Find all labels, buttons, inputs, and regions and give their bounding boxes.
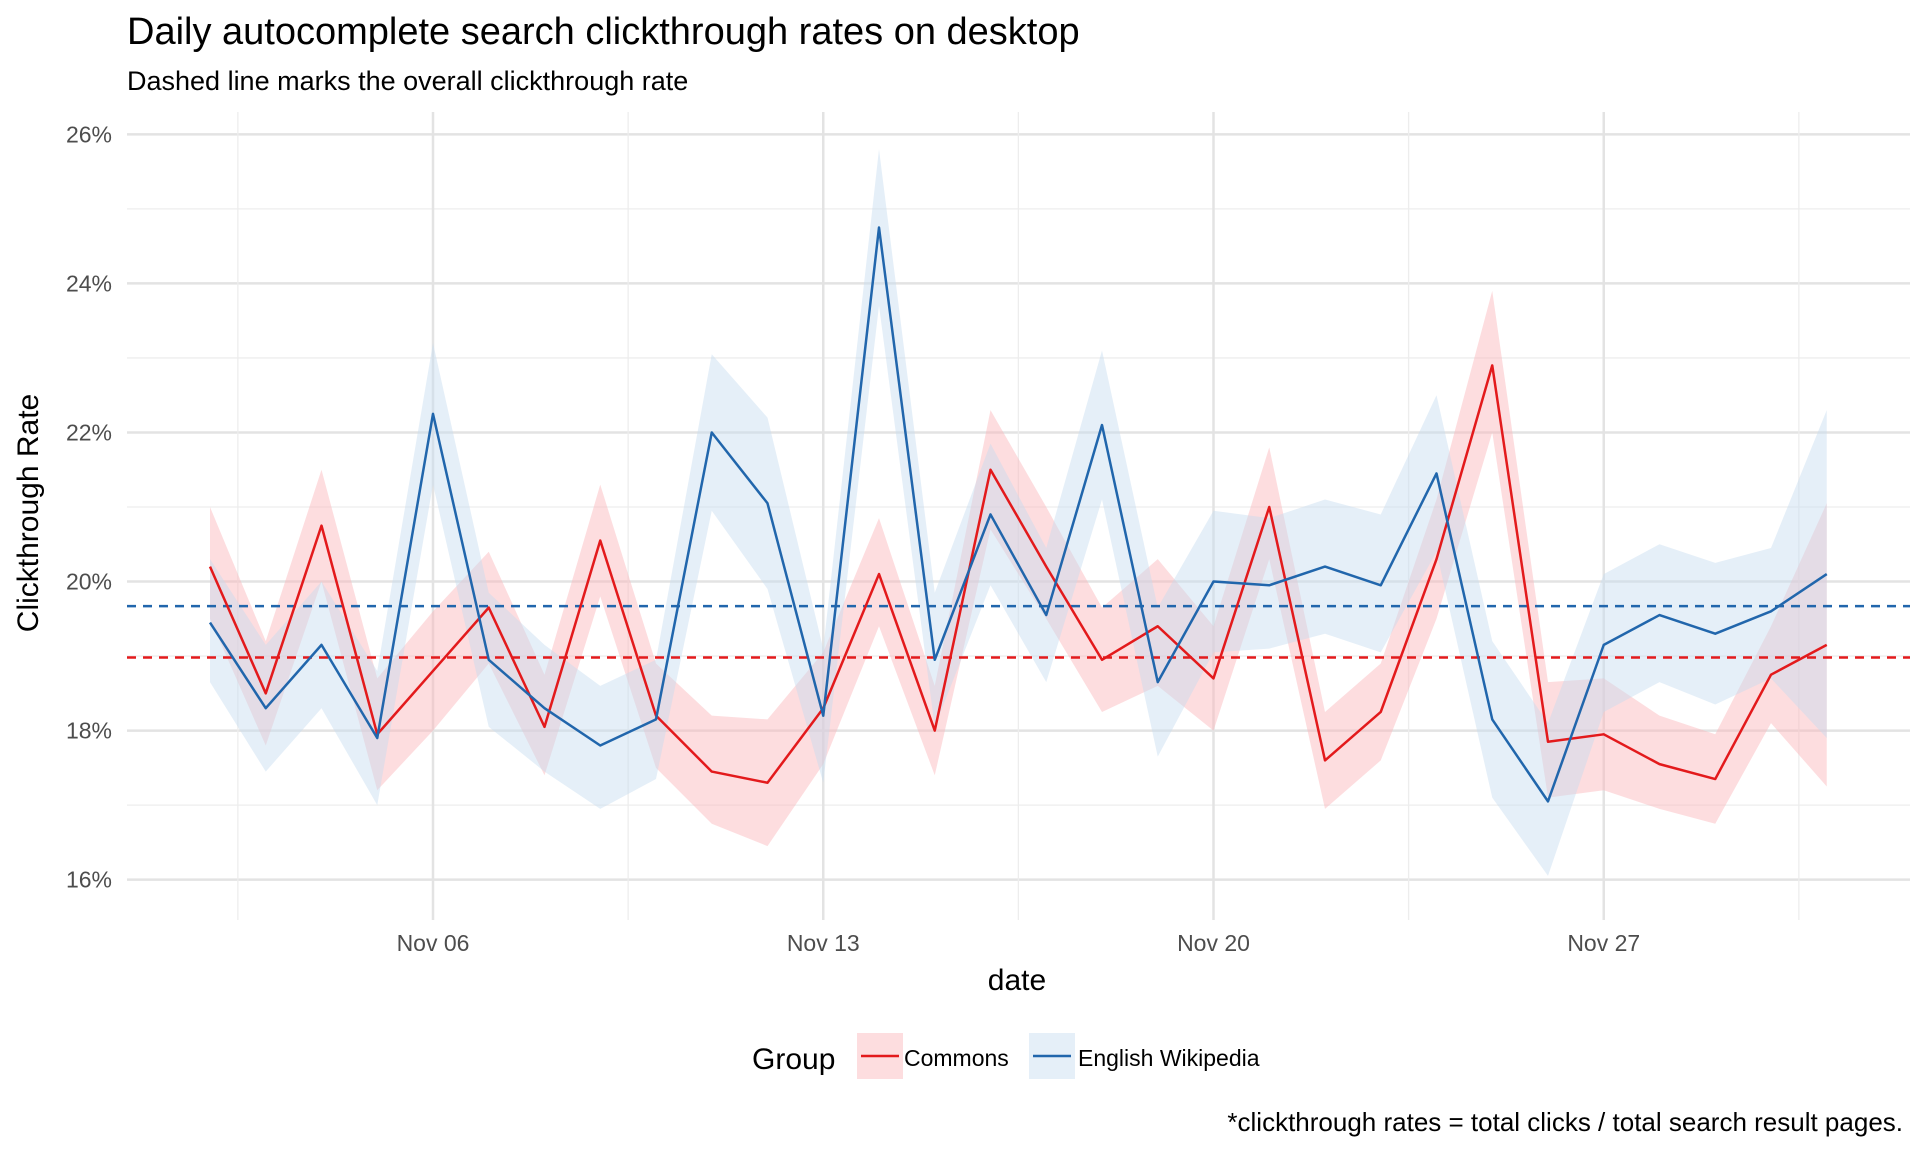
series-line-english-wikipedia <box>208 226 1828 803</box>
y-tick-label: 24% <box>66 270 112 296</box>
chart-title: Daily autocomplete search clickthrough r… <box>127 11 1080 53</box>
legend-label-commons: Commons <box>904 1045 1009 1071</box>
legend-title: Group <box>752 1043 835 1076</box>
band-english-wikipedia <box>210 149 1827 876</box>
y-axis-ticks: 16% 18% 20% 22% 24% 26% <box>66 121 112 892</box>
x-axis-ticks: Nov 06 Nov 13 Nov 20 Nov 27 <box>397 930 1641 956</box>
chart-caption: *clickthrough rates = total clicks / tot… <box>1227 1107 1903 1137</box>
legend-item-english-wikipedia: English Wikipedia <box>1029 1033 1260 1079</box>
legend: Group Commons English Wikipedia <box>752 1033 1260 1079</box>
legend-label-english-wikipedia: English Wikipedia <box>1078 1045 1260 1071</box>
x-tick-label: Nov 13 <box>787 930 860 956</box>
chart-subtitle: Dashed line marks the overall clickthrou… <box>127 66 688 96</box>
x-tick-label: Nov 06 <box>397 930 470 956</box>
x-tick-label: Nov 27 <box>1567 930 1640 956</box>
y-tick-label: 20% <box>66 569 112 595</box>
y-axis-title: Clickthrough Rate <box>12 394 45 632</box>
y-tick-label: 26% <box>66 121 112 147</box>
legend-item-commons: Commons <box>857 1033 1009 1079</box>
confidence-bands <box>210 149 1827 876</box>
y-tick-label: 16% <box>66 867 112 893</box>
y-tick-label: 18% <box>66 718 112 744</box>
x-axis-title: date <box>988 964 1046 997</box>
x-tick-label: Nov 20 <box>1177 930 1250 956</box>
series-lines <box>208 226 1828 803</box>
y-tick-label: 22% <box>66 419 112 445</box>
band-commons <box>210 290 1827 847</box>
